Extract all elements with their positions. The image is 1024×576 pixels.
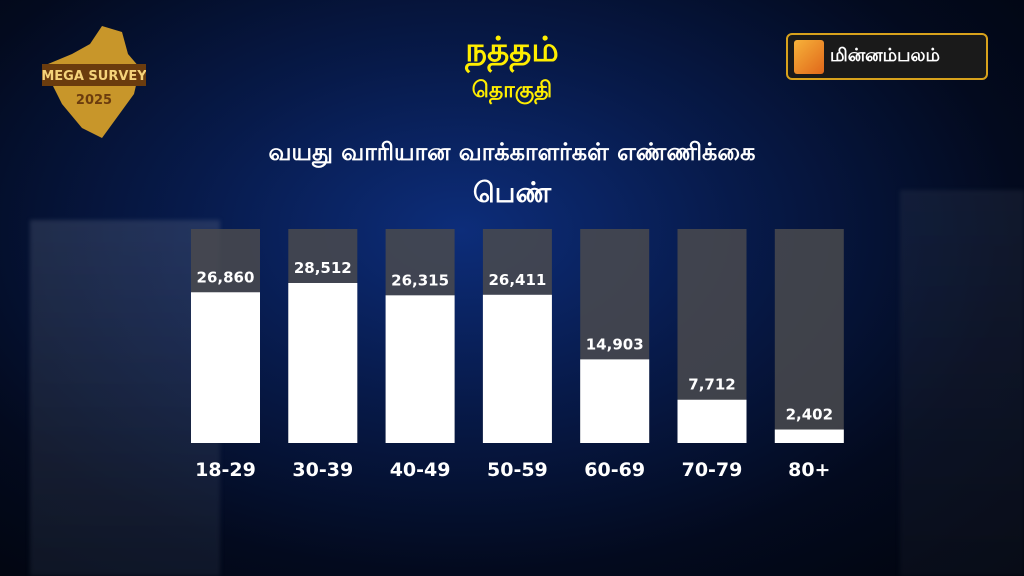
brand-name: மின்னம்பலம் <box>830 45 940 66</box>
bar <box>580 359 650 443</box>
svg-text:MEGA SURVEY: MEGA SURVEY <box>42 69 146 84</box>
brand-logo: மின்னம்பலம் <box>786 33 988 80</box>
data-label: 26,860 <box>197 268 255 286</box>
bar <box>288 283 358 443</box>
category-label: 18-29 <box>195 459 256 481</box>
category-label: 40-49 <box>390 459 451 481</box>
brand-icon <box>794 39 824 74</box>
constituency-title: நத்தம் <box>465 30 559 70</box>
category-label: 60-69 <box>584 459 645 481</box>
background-building <box>30 220 220 576</box>
data-label: 2,402 <box>786 406 833 424</box>
bar-track <box>774 229 844 443</box>
bar <box>677 399 747 443</box>
category-label: 50-59 <box>487 459 548 481</box>
data-label: 14,903 <box>586 335 644 353</box>
bar <box>482 294 552 443</box>
data-label: 26,315 <box>391 271 449 289</box>
bar <box>774 429 844 443</box>
data-label: 28,512 <box>294 259 352 277</box>
bar <box>191 292 260 443</box>
chart-title: வயது வாரியான வாக்காளர்கள் எண்ணிக்கை <box>268 138 756 166</box>
mega-survey-logo: MEGA SURVEY 2025 <box>42 26 146 138</box>
chart-subtitle: பெண் <box>472 176 552 209</box>
data-label: 7,712 <box>688 376 735 394</box>
background-temple <box>900 190 1024 576</box>
category-label: 80+ <box>788 459 830 481</box>
svg-text:2025: 2025 <box>76 93 112 108</box>
data-label: 26,411 <box>488 271 546 289</box>
constituency-subtitle: தொகுதி <box>471 78 553 103</box>
bar <box>385 295 455 443</box>
category-label: 70-79 <box>682 459 743 481</box>
category-label: 30-39 <box>292 459 353 481</box>
